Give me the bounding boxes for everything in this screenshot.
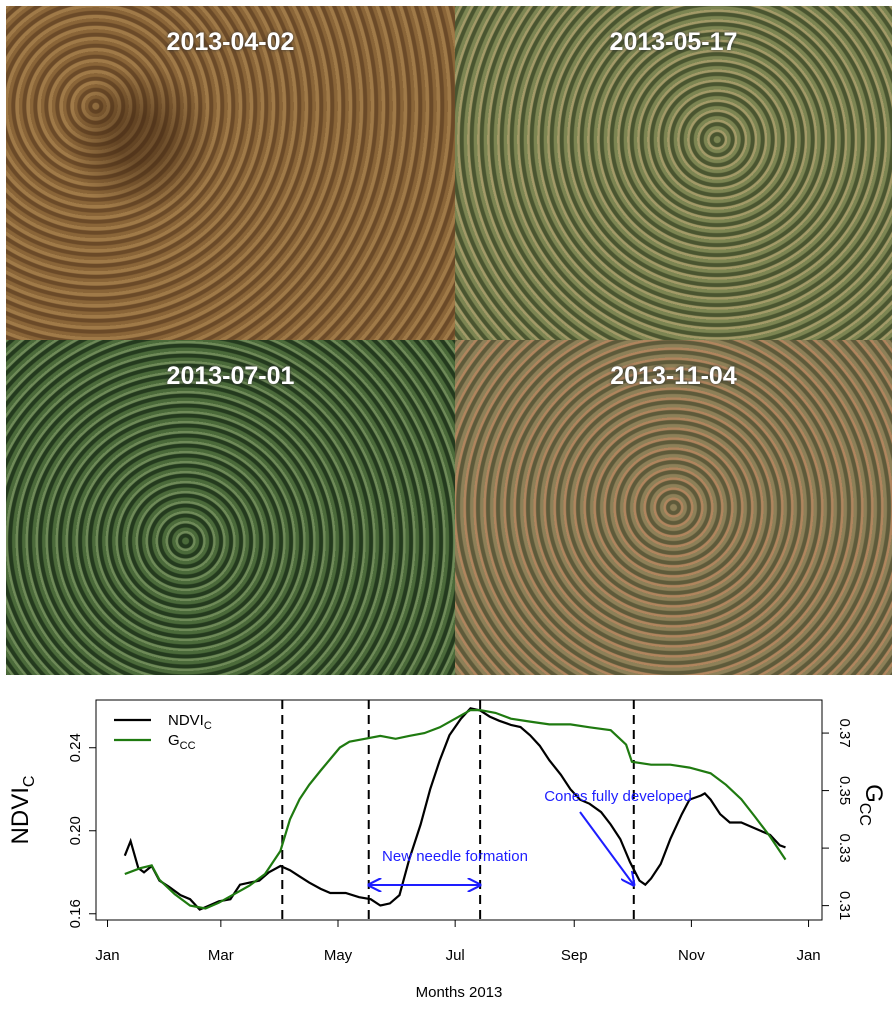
y-tick-label: 0.16 (67, 899, 84, 928)
legend-label: GCC (168, 732, 196, 752)
legend-label-sub: C (204, 720, 212, 732)
y2-axis-label-main: G (860, 784, 887, 803)
legend-label-sub: CC (180, 740, 196, 752)
photo-label: 2013-04-02 (6, 28, 455, 57)
legend-label: NDVIC (168, 712, 212, 732)
page: 2013-04-02 2013-05-17 2013-07-01 2013-11… (0, 0, 892, 1009)
x-tick-label: Jan (95, 947, 119, 964)
annotation-arrow (580, 812, 634, 885)
y2-tick-label: 0.33 (836, 834, 853, 863)
y-tick-label: 0.24 (67, 733, 84, 762)
series-line (125, 708, 786, 909)
annotation: New needle formation (382, 848, 528, 865)
y-axis-label: NDVIC (7, 776, 38, 845)
photo: 2013-04-02 (6, 6, 455, 340)
photo: 2013-07-01 (6, 340, 455, 675)
y-tick-label: 0.20 (67, 816, 84, 845)
legend-label-main: NDVI (168, 712, 204, 729)
photo-label: 2013-11-04 (455, 362, 892, 391)
y2-tick-label: 0.37 (836, 718, 853, 747)
y2-tick-label: 0.31 (836, 891, 853, 920)
y-axis-label-sub: C (21, 776, 38, 788)
series-line (125, 710, 786, 908)
x-tick-label: Jul (446, 947, 465, 964)
photo: 2013-05-17 (455, 6, 892, 340)
photo-label: 2013-07-01 (6, 362, 455, 391)
legend-label-main: G (168, 732, 180, 749)
photo-label: 2013-05-17 (455, 28, 892, 57)
x-tick-label: Jan (796, 947, 820, 964)
x-tick-label: Mar (208, 947, 234, 964)
annotation: Cones fully developed (544, 788, 692, 805)
y-axis-label-main: NDVI (7, 787, 34, 844)
x-axis-label: Months 2013 (416, 984, 503, 1001)
y2-axis-label: GCC (856, 784, 887, 826)
photo: 2013-11-04 (455, 340, 892, 675)
x-tick-label: May (324, 947, 353, 964)
y2-tick-label: 0.35 (836, 776, 853, 805)
x-tick-label: Sep (561, 947, 588, 964)
plot-frame (96, 700, 822, 920)
y2-axis-label-sub: CC (856, 803, 873, 826)
x-tick-label: Nov (678, 947, 705, 964)
